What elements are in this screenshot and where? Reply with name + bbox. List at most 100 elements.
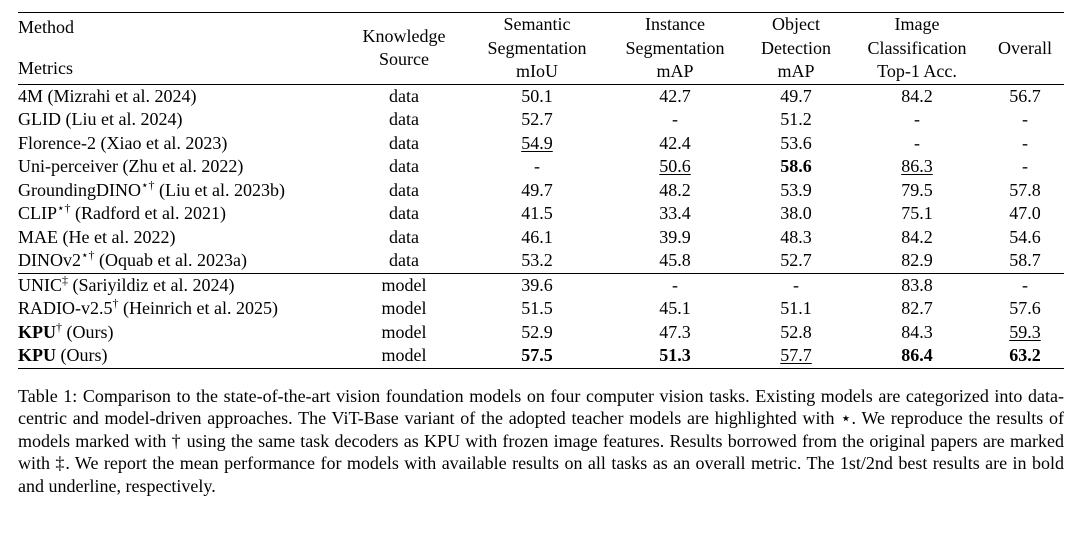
method-marker: ‡ [62,272,68,287]
imgcls-cell: 84.2 [848,226,986,250]
instseg-cell: - [606,273,744,297]
metric-value: 57.8 [1009,179,1041,200]
instseg-cell: 51.3 [606,344,744,368]
header-object-detection: Object Detection mAP [744,13,848,85]
table-caption: Table 1: Comparison to the state-of-the-… [18,385,1064,498]
metric-value: 51.5 [521,298,553,318]
method-cell: KPU (Ours) [18,344,340,368]
semseg-cell: 46.1 [468,226,606,250]
table-row: MAE (He et al. 2022) data 46.1 39.9 48.3 84.2… [18,226,1064,250]
objdet-cell: 48.3 [744,226,848,250]
semseg-cell: 52.9 [468,321,606,345]
method-name: GLID [18,109,61,129]
metric-value: 52.7 [780,250,812,270]
paper-page: Method Knowledge Source Semantic Segment… [18,12,1064,497]
method-name: RADIO-v2.5 [18,298,113,318]
header-objdet-line1: Object [772,14,820,34]
method-name: Florence-2 [18,132,96,153]
objdet-cell: 49.7 [744,84,848,108]
semseg-cell: 49.7 [468,179,606,203]
header-semantic-segmentation: Semantic Segmentation mIoU [468,13,606,85]
caption-part-4: . We report the mean performance for mod… [18,453,1064,496]
table-row: Uni-perceiver (Zhu et al. 2022) data - 50.6… [18,155,1064,179]
overall-cell: - [986,155,1064,179]
header-imgcls-line2: Classification [867,37,967,58]
objdet-cell: 52.7 [744,249,848,273]
header-method: Method [18,17,74,38]
semseg-cell: 54.9 [468,132,606,156]
overall-cell: 54.6 [986,226,1064,250]
metric-value: 41.5 [521,203,553,223]
caption-dagger-symbol: † [171,430,182,451]
imgcls-cell: - [848,108,986,132]
knowledge-source-cell: model [381,274,427,295]
method-name: Uni-perceiver [18,156,118,176]
method-name: MAE [18,226,58,247]
method-reference: (Mizrahi et al. 2024) [43,85,197,106]
header-metrics: Metrics [18,57,73,78]
table-row: DINOv2⋆† (Oquab et al. 2023a) data 53.2 45.… [18,249,1064,273]
metric-value: - [672,274,678,295]
table-row: KPU† (Ours) model 52.9 47.3 52.8 84.3 59.3 [18,321,1064,345]
metric-value: - [1022,274,1028,295]
header-instance-segmentation: Instance Segmentation mAP [606,13,744,85]
metric-value: - [534,156,540,176]
semseg-cell: 52.7 [468,108,606,132]
metric-value: 82.9 [901,250,933,270]
objdet-cell: 58.6 [744,155,848,179]
instseg-cell: - [606,108,744,132]
metric-value: 49.7 [780,85,812,106]
metric-value: 53.9 [780,179,812,200]
metric-value: 58.6 [780,156,812,176]
method-reference: (Zhu et al. 2022) [117,156,244,176]
metric-value: 42.7 [659,85,691,106]
method-reference: (Oquab et al. 2023a) [94,250,247,270]
table-row: RADIO-v2.5† (Heinrich et al. 2025) model 5… [18,297,1064,321]
table-row: GLID (Liu et al. 2024) data 52.7 - 51.2 - - [18,108,1064,132]
header-knowledge-source-line1: Knowledge [362,25,446,46]
objdet-cell: 53.9 [744,179,848,203]
method-cell: MAE (He et al. 2022) [18,226,340,250]
metric-value: 86.3 [901,156,933,176]
method-reference: (Sariyildiz et al. 2024) [68,274,235,295]
method-name: DINOv2 [18,250,81,270]
imgcls-cell: 86.4 [848,344,986,368]
metric-value: 83.8 [901,274,933,295]
table-row: GroundingDINO⋆† (Liu et al. 2023b) data 49… [18,179,1064,203]
method-marker: ⋆† [141,177,155,192]
overall-cell: - [986,108,1064,132]
imgcls-cell: 82.9 [848,249,986,273]
metric-value: 51.1 [780,298,812,318]
method-marker: † [56,319,62,334]
imgcls-cell: 86.3 [848,155,986,179]
semseg-cell: 57.5 [468,344,606,368]
metric-value: 63.2 [1009,345,1041,365]
semseg-cell: 51.5 [468,297,606,321]
header-instseg-line2: Segmentation [625,37,725,58]
metric-value: 50.1 [521,85,553,106]
objdet-cell: 38.0 [744,202,848,226]
metric-value: 42.4 [659,132,691,153]
method-name: KPU [18,321,56,342]
instseg-cell: 42.4 [606,132,744,156]
method-cell: GLID (Liu et al. 2024) [18,108,340,132]
table-row: KPU (Ours) model 57.5 51.3 57.7 86.4 63.2 [18,344,1064,368]
metric-value: 47.0 [1009,203,1041,223]
imgcls-cell: 84.2 [848,84,986,108]
overall-cell: - [986,132,1064,156]
metric-value: 56.7 [1009,85,1041,106]
metric-value: - [914,132,920,153]
table-row: Florence-2 (Xiao et al. 2023) data 54.9 42.… [18,132,1064,156]
method-name: UNIC [18,274,62,295]
metric-value: 54.6 [1009,226,1041,247]
metric-value: 75.1 [901,203,933,223]
header-instseg-line1: Instance [645,14,705,34]
method-reference: (He et al. 2022) [58,226,176,247]
metric-value: 57.5 [521,345,553,365]
metric-value: 48.3 [780,226,812,247]
metric-value: - [1022,156,1028,176]
metric-value: 51.2 [780,109,812,129]
method-name: CLIP [18,203,58,223]
caption-star-symbol: ⋆ [840,408,852,428]
metric-value: 47.3 [659,321,691,342]
